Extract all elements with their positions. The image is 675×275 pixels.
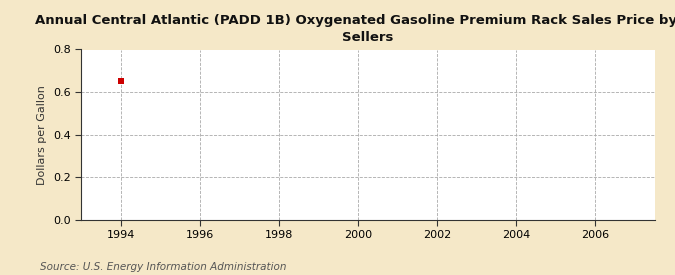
Y-axis label: Dollars per Gallon: Dollars per Gallon (37, 85, 47, 185)
Text: Source: U.S. Energy Information Administration: Source: U.S. Energy Information Administ… (40, 262, 287, 272)
Title: Annual Central Atlantic (PADD 1B) Oxygenated Gasoline Premium Rack Sales Price b: Annual Central Atlantic (PADD 1B) Oxygen… (35, 14, 675, 44)
